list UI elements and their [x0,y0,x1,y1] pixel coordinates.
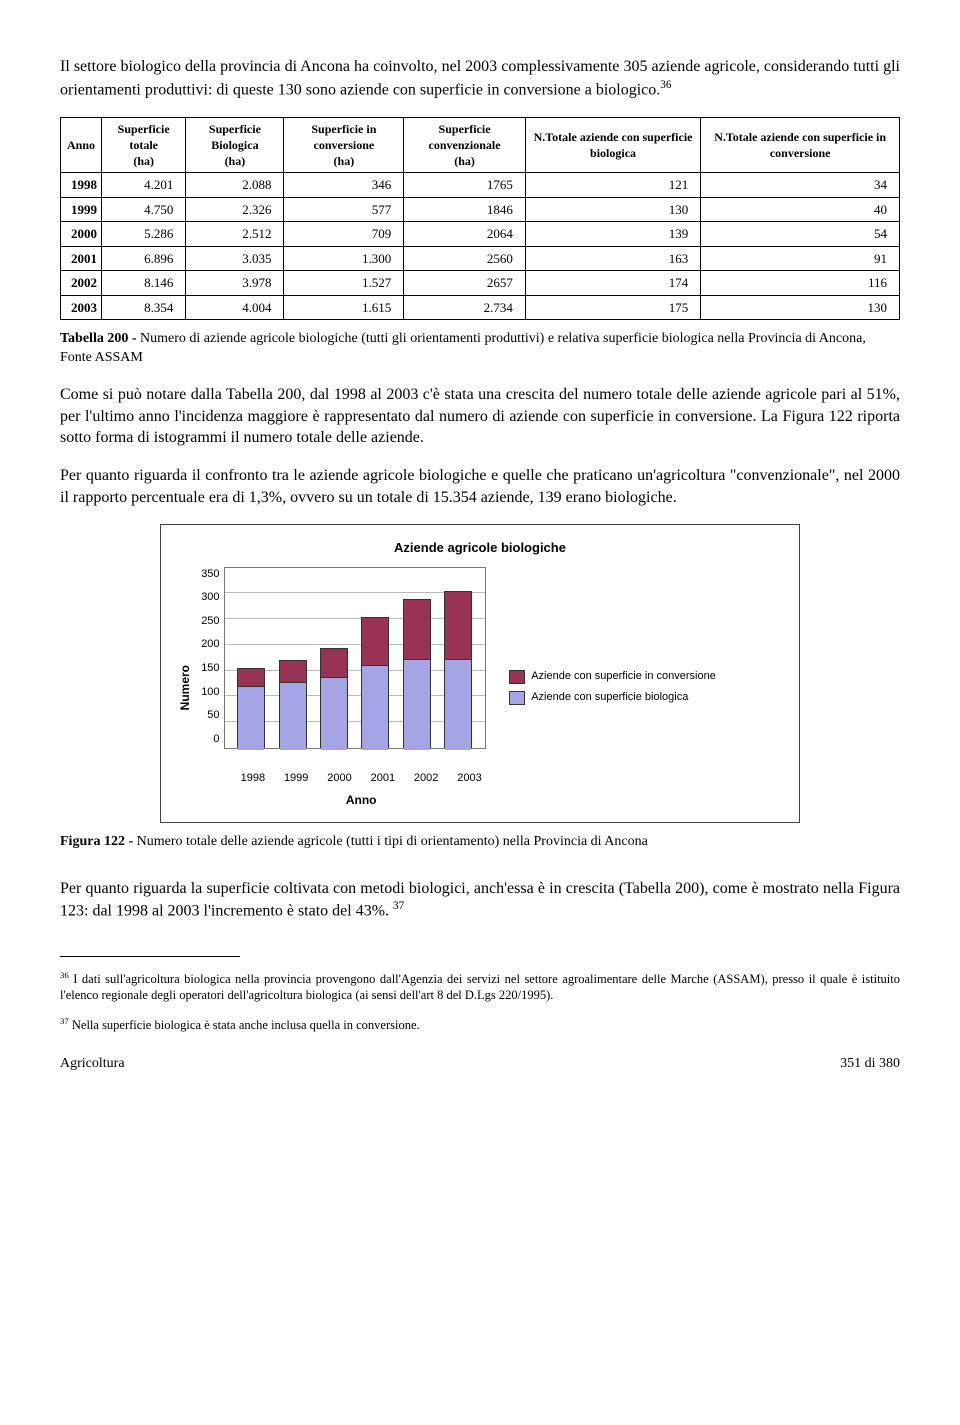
chart-bar [361,617,389,748]
th-sup-conv: Superficie in conversione(ha) [284,117,404,173]
chart-bar [403,599,431,748]
th-nbio: N.Totale aziende con superficie biologic… [525,117,700,173]
footnote-37: 37 Nella superficie biologica è stata an… [60,1016,900,1033]
figcap-rest: Numero totale delle aziende agricole (tu… [137,834,648,849]
th-anno: Anno [61,117,102,173]
body-p2: Come si può notare dalla Tabella 200, da… [60,384,900,449]
body-p3: Per quanto riguarda il confronto tra le … [60,465,900,508]
th-nconv: N.Totale aziende con superficie in conve… [701,117,900,173]
caption-bold: Tabella 200 - [60,331,140,346]
page-footer: Agricoltura 351 di 380 [60,1055,900,1074]
th-sup-tot: Superficie totale(ha) [102,117,186,173]
chart-yaxis: 350300250200150100500 [201,567,223,747]
legend-label-top: Aziende con superficie in conversione [531,669,716,684]
chart-legend: Aziende con superficie in conversione Az… [509,663,716,711]
intro-paragraph: Il settore biologico della provincia di … [60,56,900,101]
footnote-separator [60,956,240,957]
chart-container: Aziende agricole biologiche Numero 35030… [160,524,800,823]
chart-bar [279,660,307,747]
legend-swatch-bot [509,691,525,705]
fn37-num: 37 [60,1016,69,1026]
intro-text: Il settore biologico della provincia di … [60,58,900,98]
th-sup-bio: Superficie Biologica(ha) [186,117,284,173]
footnote-36: 36 I dati sull'agricoltura biologica nel… [60,970,900,1004]
footnote-ref-36: 36 [660,79,671,91]
legend-item-bot: Aziende con superficie biologica [509,690,716,705]
legend-item-top: Aziende con superficie in conversione [509,669,716,684]
table-row: 20028.1463.9781.5272657174116 [61,271,900,296]
legend-swatch-top [509,670,525,684]
chart-bar [320,648,348,747]
fn37-text: Nella superficie biologica è stata anche… [69,1018,420,1032]
chart-title: Aziende agricole biologiche [177,539,783,557]
data-table: Anno Superficie totale(ha) Superficie Bi… [60,117,900,321]
table-row: 20016.8963.0351.300256016391 [61,246,900,271]
footer-right: 351 di 380 [840,1055,900,1074]
table-row: 20038.3544.0041.6152.734175130 [61,295,900,320]
th-sup-cven: Superficie convenzionale(ha) [404,117,526,173]
footer-left: Agricoltura [60,1055,125,1074]
fn36-text: I dati sull'agricoltura biologica nella … [60,972,900,1002]
caption-rest: Numero di aziende agricole biologiche (t… [60,331,866,365]
p4-text: Per quanto riguarda la superficie coltiv… [60,880,900,920]
figcap-bold: Figura 122 - [60,834,137,849]
fn36-num: 36 [60,970,69,980]
chart-bar [237,668,265,748]
table-row: 19994.7502.326577184613040 [61,197,900,222]
legend-label-bot: Aziende con superficie biologica [531,690,688,705]
chart-bars [225,568,485,748]
footnote-ref-37: 37 [393,900,404,912]
chart-grid [224,567,486,749]
table-caption: Tabella 200 - Numero di aziende agricole… [60,330,900,368]
figure-caption: Figura 122 - Numero totale delle aziende… [60,833,900,852]
table-row: 20005.2862.512709206413954 [61,222,900,247]
chart-xlabel: Anno [231,792,491,808]
chart-bar [444,591,472,748]
table-row: 19984.2012.088346176512134 [61,173,900,198]
body-p4: Per quanto riguarda la superficie coltiv… [60,878,900,923]
chart-xaxis: 199819992000200120022003 [231,771,491,786]
chart-ylabel: Numero [177,665,193,710]
